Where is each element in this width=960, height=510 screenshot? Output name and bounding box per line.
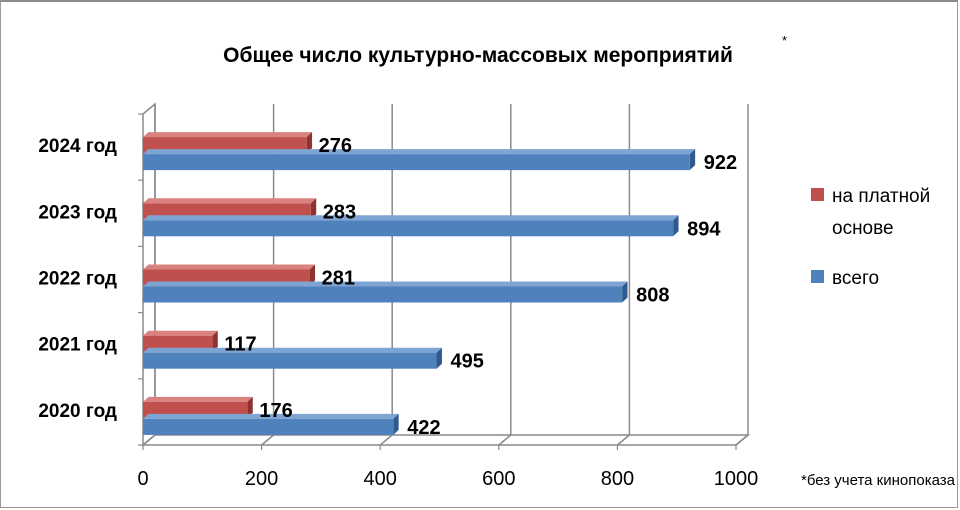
floor	[140, 434, 751, 446]
bar-front-face	[143, 286, 623, 303]
chart-title: Общее число культурно-массовых мероприят…	[223, 44, 733, 67]
x-tick-label: 800	[601, 468, 634, 490]
x-tick-label: 400	[364, 468, 397, 490]
bar-front-face	[143, 352, 437, 369]
bar-front-face	[143, 154, 690, 171]
category-labels: 2024 год 2023 год 2022 год 2021 год 2020 год	[38, 136, 117, 422]
floor-tick-200	[261, 434, 275, 446]
x-tick-label: 1000	[714, 468, 759, 490]
bar-top-face	[143, 330, 218, 336]
data-label: 276	[319, 135, 352, 157]
data-label: 808	[636, 285, 669, 307]
bar-top-face	[143, 281, 628, 287]
legend-swatch-paid	[811, 188, 824, 201]
legend: на платной основе всего	[811, 186, 930, 289]
category-label: 2020 год	[38, 401, 117, 422]
legend-label-paid-line2: основе	[832, 218, 894, 239]
bar-top-face	[143, 413, 399, 419]
data-label: 894	[687, 218, 721, 240]
legend-swatch-total	[811, 270, 824, 283]
bar-side-face	[436, 347, 442, 369]
x-tick-labels: 0 200 400 600 800 1000	[137, 468, 758, 490]
data-label: 117	[224, 334, 256, 356]
legend-label-total: всего	[832, 268, 879, 289]
x-tick-label: 200	[245, 468, 278, 490]
data-label: 281	[322, 268, 355, 290]
category-label: 2022 год	[38, 269, 117, 290]
bar-total	[143, 281, 628, 303]
bar-total	[143, 149, 696, 171]
bar-top-face	[143, 132, 313, 138]
bar-front-face	[143, 220, 674, 237]
bar-side-face	[622, 281, 628, 303]
footnote: *без учета кинопоказа	[801, 472, 956, 489]
bar-top-face	[143, 149, 696, 155]
floor-tick-800	[616, 434, 630, 446]
bar-total	[143, 347, 442, 369]
chart-title-marker: *	[782, 33, 787, 48]
bar-top-face	[143, 347, 442, 353]
floor-tick-600	[498, 434, 512, 446]
data-label: 495	[451, 351, 484, 373]
bar-total	[143, 413, 399, 435]
bar-side-face	[212, 330, 218, 352]
floor-tick-1000	[735, 434, 749, 446]
bar-top-face	[143, 396, 253, 402]
x-tick-label: 600	[482, 468, 515, 490]
data-label: 922	[704, 152, 737, 174]
bar-side-face	[310, 198, 317, 220]
bar-top-face	[143, 215, 679, 221]
bar-side-face	[306, 132, 313, 154]
bar-side-face	[309, 264, 316, 286]
bar-top-face	[143, 264, 316, 270]
category-label: 2023 год	[38, 202, 117, 223]
data-label: 422	[407, 417, 440, 439]
data-label: 283	[323, 201, 356, 223]
x-tick-label: 0	[137, 468, 148, 490]
data-labels: 276 922 283 894 281 808 117 495 176 422	[224, 135, 737, 439]
floor-tick-400	[379, 434, 393, 446]
bar-side-face	[247, 396, 253, 418]
data-label: 176	[259, 400, 292, 422]
category-label: 2021 год	[38, 335, 117, 356]
legend-label-paid-line1: на платной	[832, 186, 930, 207]
bar-top-face	[143, 198, 317, 204]
category-label: 2024 год	[38, 136, 117, 157]
bar-front-face	[143, 418, 394, 435]
bar-side-face	[689, 149, 696, 171]
axes	[138, 113, 737, 450]
bar-side-face	[393, 413, 399, 435]
bar-side-face	[673, 215, 679, 237]
bar-total	[143, 215, 679, 237]
floor-tick-0	[142, 434, 156, 446]
bars	[143, 132, 696, 435]
